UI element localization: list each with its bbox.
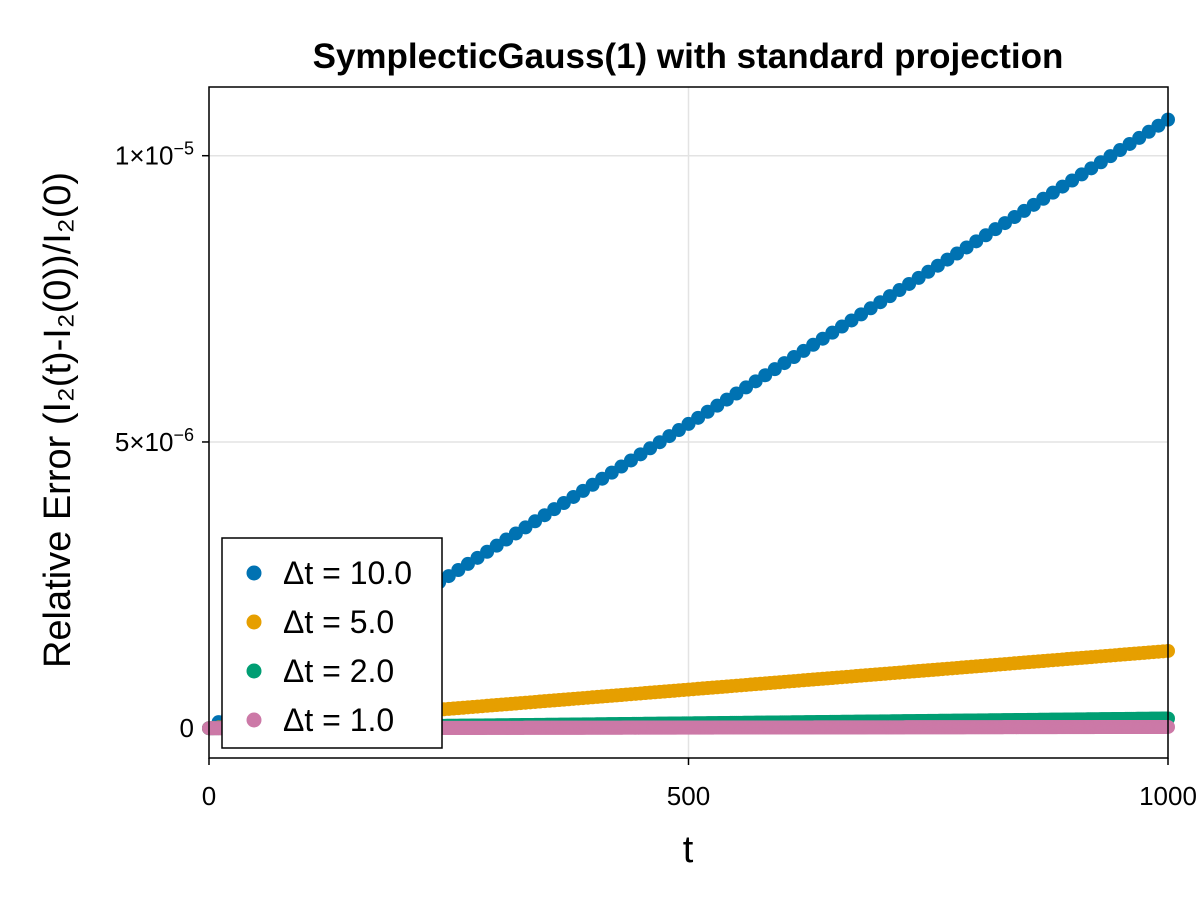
legend-label: Δt = 1.0	[283, 702, 394, 738]
legend-marker	[246, 614, 262, 630]
legend-label: Δt = 10.0	[283, 555, 412, 591]
legend-marker	[246, 712, 262, 728]
y-axis-ticks: 0 5×10−6 1×10−5	[115, 139, 209, 743]
y-tick-label: 0	[180, 713, 194, 743]
legend-label: Δt = 5.0	[283, 604, 394, 640]
chart-title: SymplecticGauss(1) with standard project…	[313, 37, 1064, 76]
x-axis-label: t	[683, 829, 694, 871]
x-axis-ticks: 0 500 1000	[202, 758, 1197, 811]
x-tick-label: 0	[202, 781, 216, 811]
x-tick-label: 500	[667, 781, 710, 811]
legend-items: Δt = 10.0 Δt = 5.0 Δt = 2.0 Δt = 1.0	[246, 555, 412, 738]
x-tick-label: 1000	[1139, 781, 1197, 811]
y-tick-label: 5×10−6	[115, 425, 194, 457]
legend-marker	[246, 663, 262, 679]
legend-marker	[246, 565, 262, 581]
y-axis-label: Relative Error (I₂(t)-I₂(0))/I₂(0)	[37, 172, 79, 668]
plot-frame	[208, 86, 1169, 759]
legend: Δt = 10.0 Δt = 5.0 Δt = 2.0 Δt = 1.0	[221, 537, 443, 749]
y-tick-label: 1×10−5	[115, 139, 194, 171]
legend-label: Δt = 2.0	[283, 653, 394, 689]
